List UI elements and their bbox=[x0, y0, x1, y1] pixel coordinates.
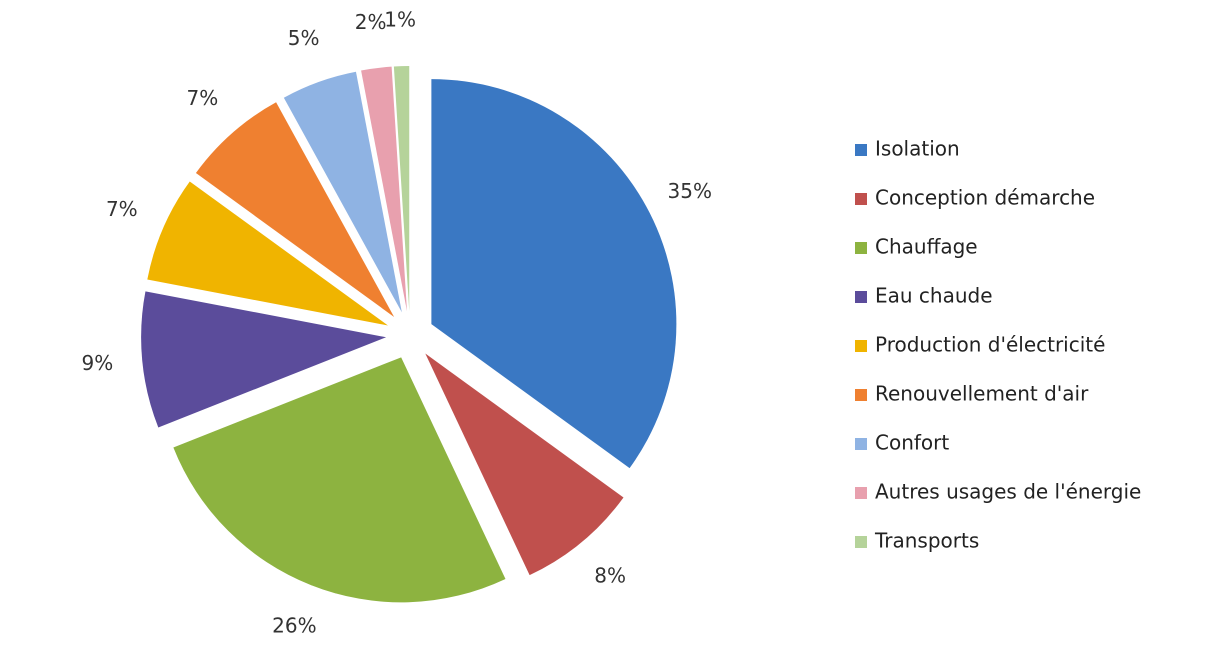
data-label: 8% bbox=[594, 563, 626, 587]
legend-label: Production d'électricité bbox=[875, 333, 1105, 357]
pie-slice bbox=[393, 66, 410, 312]
pie-slice bbox=[147, 181, 388, 326]
pie-slice bbox=[431, 79, 677, 469]
pie-slice bbox=[195, 102, 395, 317]
pie-slice bbox=[361, 66, 407, 312]
legend-label: Conception démarche bbox=[875, 186, 1095, 210]
pie-slice bbox=[141, 291, 387, 428]
legend-label: Confort bbox=[875, 431, 949, 455]
legend-swatch bbox=[855, 340, 867, 352]
legend-swatch bbox=[855, 536, 867, 548]
legend-label: Chauffage bbox=[875, 235, 978, 259]
pie-slice bbox=[425, 353, 624, 576]
pie-slice bbox=[283, 71, 402, 313]
legend-swatch bbox=[855, 144, 867, 156]
legend-swatch bbox=[855, 242, 867, 254]
legend-label: Autres usages de l'énergie bbox=[875, 480, 1141, 504]
data-label: 5% bbox=[288, 26, 320, 50]
legend-swatch bbox=[855, 389, 867, 401]
legend-label: Transports bbox=[874, 529, 979, 553]
data-label: 7% bbox=[186, 86, 218, 110]
legend-label: Renouvellement d'air bbox=[875, 382, 1089, 406]
legend-label: Eau chaude bbox=[875, 284, 993, 308]
data-label: 9% bbox=[82, 351, 114, 375]
legend-swatch bbox=[855, 291, 867, 303]
legend-swatch bbox=[855, 487, 867, 499]
legend-label: Isolation bbox=[875, 137, 960, 161]
data-label: 1% bbox=[384, 8, 416, 32]
legend-swatch bbox=[855, 193, 867, 205]
data-label: 2% bbox=[355, 10, 387, 34]
data-label: 7% bbox=[106, 197, 138, 221]
legend-swatch bbox=[855, 438, 867, 450]
data-label: 35% bbox=[668, 179, 712, 203]
pie-slice bbox=[173, 357, 506, 603]
data-label: 26% bbox=[272, 613, 316, 637]
